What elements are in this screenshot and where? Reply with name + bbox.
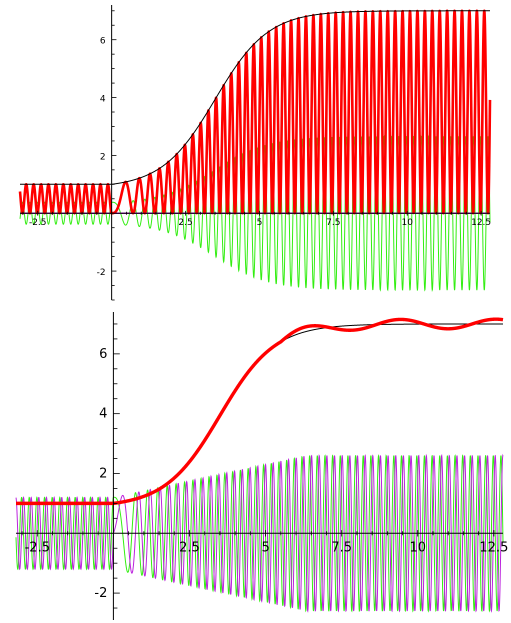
top-x-tick-label: -2.5	[29, 218, 47, 228]
top-y-tick-label: 2	[100, 152, 106, 162]
bottom-y-tick-label: 6	[99, 347, 107, 362]
top-y-tick-label: 6	[100, 37, 106, 47]
bottom-series-envelope	[16, 323, 503, 504]
top-x-tick-label: 5	[257, 218, 263, 228]
bottom-x-tick-label: 5	[261, 540, 269, 555]
top-series-envelope	[20, 10, 490, 185]
bottom-x-tick-label: 12.5	[479, 540, 508, 555]
top-x-tick-label: 7.5	[326, 218, 340, 228]
bottom-series-modulus	[14, 317, 505, 506]
top-x-tick-label: 2.5	[178, 218, 192, 228]
bottom-y-tick-label: 4	[99, 407, 107, 422]
top-series-modulus	[18, 9, 492, 215]
top-chart: -2.5 2.5 5 7.5 10 12.5 -2 2 4 6	[18, 5, 492, 301]
top-x-tick-label: 12.5	[471, 218, 491, 228]
bottom-y-tick-label: 2	[99, 466, 107, 481]
bottom-chart-axes: -2.5 2.5 5 7.5 10 12.5 -2 2 4 6	[16, 312, 508, 620]
bottom-x-tick-label: 7.5	[331, 540, 352, 555]
bottom-series-real	[15, 454, 504, 613]
bottom-y-tick-label: -2	[94, 586, 107, 601]
bottom-x-tick-label: 2.5	[179, 540, 200, 555]
top-chart-curves	[18, 9, 492, 293]
top-x-tick-label: 10	[402, 218, 414, 228]
bottom-series-imag	[15, 453, 504, 613]
top-chart-axes: -2.5 2.5 5 7.5 10 12.5 -2 2 4 6	[20, 5, 491, 301]
top-y-tick-label: -2	[97, 268, 106, 278]
top-y-tick-label: 4	[100, 95, 106, 105]
bottom-chart-curves	[14, 317, 505, 613]
bottom-chart: -2.5 2.5 5 7.5 10 12.5 -2 2 4 6	[14, 312, 508, 620]
bottom-x-tick-label: 10	[410, 540, 427, 555]
bottom-x-tick-label: -2.5	[25, 540, 50, 555]
